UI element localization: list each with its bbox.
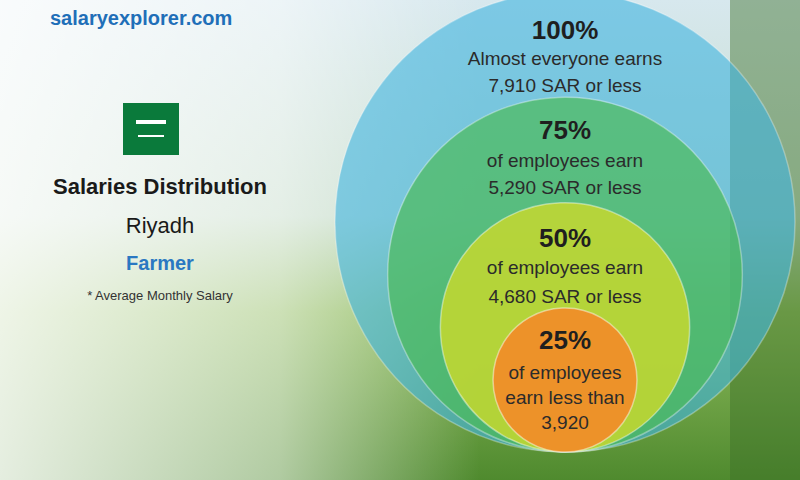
svg-text:75%: 75% — [539, 115, 591, 145]
svg-text:Almost everyone earns: Almost everyone earns — [468, 48, 662, 69]
svg-text:4,680 SAR or less: 4,680 SAR or less — [488, 286, 641, 307]
svg-text:earn less than: earn less than — [505, 387, 624, 408]
svg-text:of employees earn: of employees earn — [487, 257, 643, 278]
svg-text:100%: 100% — [532, 15, 599, 45]
svg-text:of employees earn: of employees earn — [487, 150, 643, 171]
svg-text:5,290 SAR or less: 5,290 SAR or less — [488, 177, 641, 198]
svg-text:25%: 25% — [539, 325, 591, 355]
svg-text:* Average Monthly Salary: * Average Monthly Salary — [87, 288, 233, 303]
svg-text:50%: 50% — [539, 223, 591, 253]
svg-text:3,920: 3,920 — [541, 412, 589, 433]
svg-text:Salaries Distribution: Salaries Distribution — [53, 174, 267, 199]
svg-text:of employees: of employees — [508, 362, 621, 383]
svg-text:7,910 SAR or less: 7,910 SAR or less — [488, 75, 641, 96]
svg-text:Farmer: Farmer — [126, 252, 194, 274]
svg-text:Riyadh: Riyadh — [126, 213, 194, 238]
svg-text:salaryexplorer.com: salaryexplorer.com — [50, 7, 232, 29]
